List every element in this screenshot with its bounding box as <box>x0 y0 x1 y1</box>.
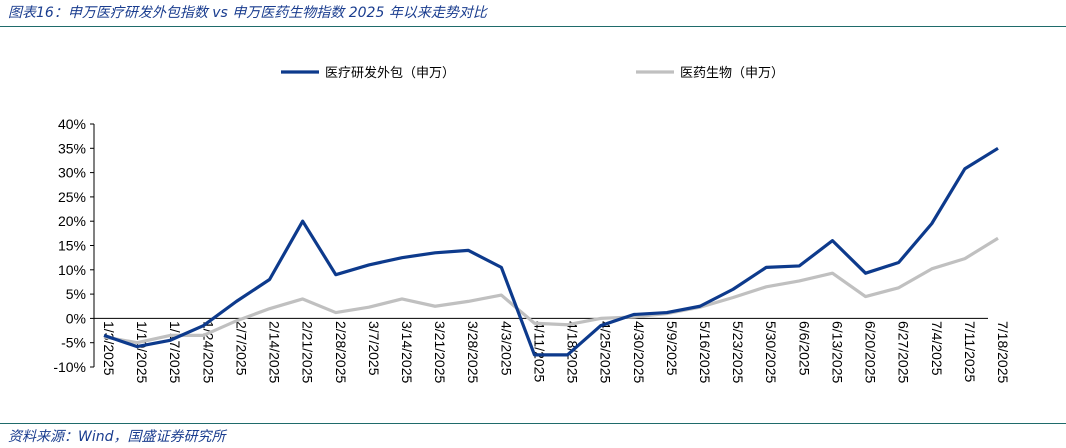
y-tick-label: 15% <box>58 238 86 254</box>
line-chart: 医疗研发外包（申万） 医药生物（申万） -10% -5% 0% 5% 10% 15% 20% 2… <box>53 65 1011 383</box>
x-tick-label: 4/11/2025 <box>531 321 547 382</box>
x-tick-label: 2/21/2025 <box>300 321 316 383</box>
y-tick-label: 5% <box>66 286 86 302</box>
x-tick-label: 1/3/2025 <box>101 321 117 376</box>
x-tick-label: 7/18/2025 <box>995 321 1011 383</box>
series-lines <box>103 146 999 357</box>
x-tick-label: 6/20/2025 <box>863 321 879 383</box>
x-tick-label: 1/17/2025 <box>167 321 183 383</box>
x-tick-label: 6/27/2025 <box>896 321 912 383</box>
x-tick-label: 5/30/2025 <box>763 321 779 383</box>
x-tick-label: 4/3/2025 <box>498 321 514 376</box>
series-line-pharma <box>103 236 999 345</box>
x-tick-label: 4/30/2025 <box>631 321 647 383</box>
x-tick-label: 4/25/2025 <box>598 321 614 383</box>
y-tick-label: -10% <box>53 359 86 375</box>
x-tick-label: 7/4/2025 <box>929 321 945 376</box>
title-divider <box>0 26 1066 27</box>
y-tick-label: -5% <box>61 335 86 351</box>
x-tick-label: 2/7/2025 <box>233 321 249 376</box>
x-tick-label: 6/6/2025 <box>796 321 812 376</box>
x-tick-label: 6/13/2025 <box>829 321 845 383</box>
legend-label: 医疗研发外包（申万） <box>325 65 455 81</box>
x-tick-label: 3/28/2025 <box>465 321 481 383</box>
x-tick-label: 2/28/2025 <box>333 321 349 383</box>
x-tick-label: 1/10/2025 <box>134 321 150 383</box>
x-tick-label: 3/7/2025 <box>366 321 382 376</box>
y-tick-label: 0% <box>66 310 86 326</box>
y-tick-label: 20% <box>58 213 86 229</box>
x-tick-label: 2/14/2025 <box>267 321 283 383</box>
y-axis: -10% -5% 0% 5% 10% 15% 20% 25% 30% 35% 40% <box>53 116 95 375</box>
legend: 医疗研发外包（申万） 医药生物（申万） <box>281 65 784 81</box>
x-axis: 1/3/2025 1/10/2025 1/17/2025 1/24/2025 2/7/2… <box>94 317 1011 383</box>
source-note: 资料来源：Wind，国盛证券研究所 <box>8 429 226 445</box>
x-tick-label: 3/14/2025 <box>399 321 415 383</box>
x-tick-label: 7/11/2025 <box>962 321 978 382</box>
y-tick-label: 35% <box>58 140 86 156</box>
legend-label: 医药生物（申万） <box>680 66 784 81</box>
source-divider <box>0 423 1066 424</box>
x-tick-label: 5/16/2025 <box>697 321 713 383</box>
y-tick-label: 30% <box>58 165 86 181</box>
x-tick-label: 3/21/2025 <box>432 321 448 383</box>
y-tick-label: 10% <box>58 262 86 278</box>
y-tick-label: 40% <box>58 116 86 132</box>
figure-title: 图表16：申万医疗研发外包指数 vs 申万医药生物指数 2025 年以来走势对比 <box>8 5 487 21</box>
x-tick-label: 5/9/2025 <box>664 321 680 376</box>
series-line-cro <box>103 146 999 357</box>
x-tick-label: 5/23/2025 <box>730 321 746 383</box>
y-tick-label: 25% <box>58 189 86 205</box>
